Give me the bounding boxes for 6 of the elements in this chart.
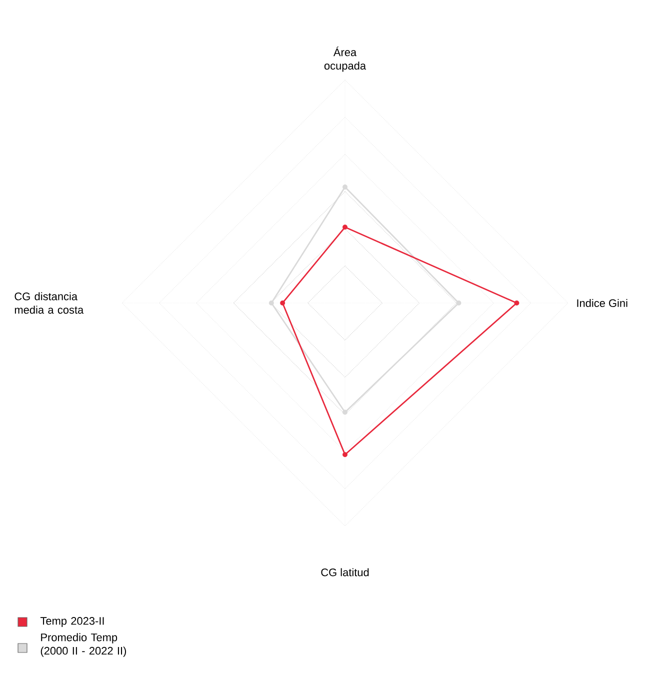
spoke-label: Indice Gini xyxy=(577,298,628,308)
legend-label: Promedio Temp (2000 II - 2022 II) xyxy=(40,633,126,657)
spoke-label: CG latitud xyxy=(321,568,369,576)
spoke-label: Área ocupada xyxy=(324,46,366,72)
legend-label: Temp 2023-II xyxy=(40,617,104,627)
spoke-label: CG distancia media a costa xyxy=(14,292,84,314)
